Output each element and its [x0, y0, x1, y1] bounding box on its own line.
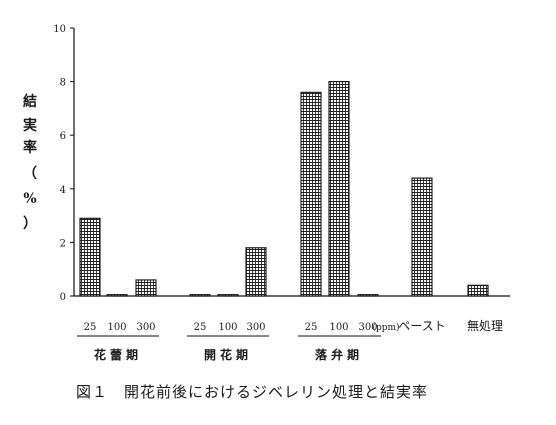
y-axis-label: 結実率 （% ） [23, 93, 37, 232]
x-tick-label: 300 [358, 322, 377, 333]
bar [106, 294, 128, 297]
x-tick-label: 25 [194, 322, 207, 333]
y-axis-ticks: 0 2 4 6 8 10 [53, 24, 74, 303]
category-label: 無処理 [467, 318, 503, 333]
bars [79, 81, 489, 297]
y-tick-label: 6 [60, 131, 66, 142]
x-tick-label: 100 [329, 322, 348, 333]
y-axis-label-char: 率 [23, 139, 37, 156]
bar [135, 279, 157, 297]
bar [467, 284, 489, 297]
category-label: ペースト [398, 319, 445, 333]
x-tick-label: 25 [84, 322, 97, 333]
y-tick-label: 2 [60, 238, 66, 249]
unit-label: (ppm) [372, 322, 399, 333]
x-tick-label: 100 [107, 322, 126, 333]
bar [328, 81, 350, 297]
bar [411, 177, 433, 297]
bar [245, 247, 267, 297]
y-axis-label-char: 結 [23, 93, 37, 110]
y-tick-label: 10 [53, 24, 66, 35]
bar [217, 294, 239, 297]
bar [189, 294, 211, 297]
figure-caption: 図１ 開花前後におけるジベレリン処理と結実率 [76, 383, 428, 401]
y-axis-label-char: 実 [23, 117, 37, 134]
bar [300, 91, 322, 297]
x-tick-label: 25 [305, 322, 318, 333]
y-axis-label-char: ） [23, 216, 37, 232]
x-tick-label: 300 [246, 322, 265, 333]
group-label: 開花期 [204, 347, 252, 362]
x-tick-label: 100 [218, 322, 237, 333]
x-tick-label: 300 [136, 322, 155, 333]
y-tick-label: 4 [60, 185, 66, 196]
y-axis-label-char: % [23, 191, 36, 207]
group-label: 花蕾期 [94, 347, 142, 362]
y-tick-label: 0 [60, 292, 66, 303]
group-label: 落弁期 [315, 347, 363, 362]
y-tick-label: 8 [60, 78, 66, 89]
bar [357, 294, 379, 297]
x-axis-labels: 25 100 300 花蕾期 25 100 300 開花期 25 100 300 落弁期 ペースト 無処理… [77, 318, 503, 362]
bar [79, 217, 101, 297]
y-axis-label-char: （ [23, 166, 37, 182]
